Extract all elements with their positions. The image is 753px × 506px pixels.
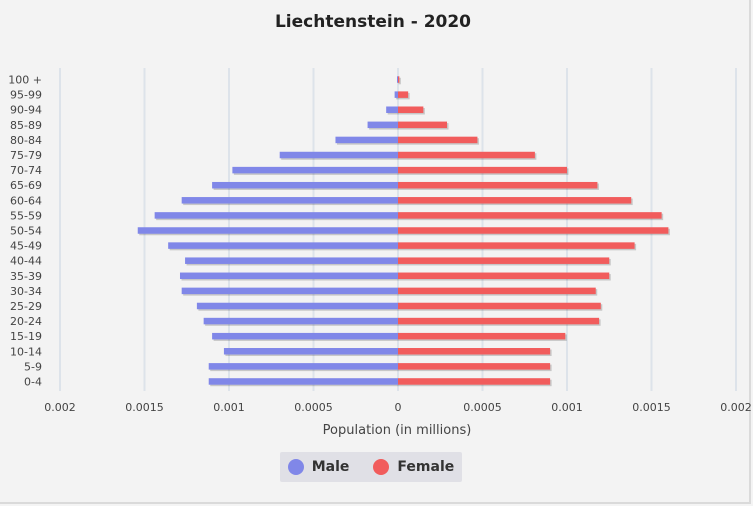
category-label: 90-94 bbox=[10, 104, 42, 117]
bar-male[interactable] bbox=[168, 242, 398, 249]
bar-female[interactable] bbox=[398, 166, 567, 174]
category-label: 5-9 bbox=[24, 360, 42, 373]
bar-male[interactable] bbox=[137, 227, 399, 234]
category-label: 0-4 bbox=[24, 375, 42, 388]
bar-male[interactable] bbox=[181, 287, 398, 295]
category-label: 15-19 bbox=[10, 330, 42, 343]
bar-male[interactable] bbox=[232, 166, 398, 174]
x-tick-label: 0.001 bbox=[551, 401, 583, 414]
x-tick-label: 0 bbox=[395, 401, 402, 414]
category-label: 55-59 bbox=[10, 209, 42, 222]
x-tick-labels: 0.002 0.0015 0.001 0.0005 0 0.0005 0.001 0.0015… bbox=[44, 401, 752, 414]
bar-male[interactable] bbox=[386, 106, 398, 113]
x-tick-label: 0.0005 bbox=[294, 401, 333, 414]
bar-male[interactable] bbox=[279, 151, 398, 159]
category-label: 100 + bbox=[8, 74, 42, 87]
bar-male[interactable] bbox=[196, 302, 398, 310]
category-label: 70-74 bbox=[10, 164, 42, 177]
legend-item-female[interactable]: Female bbox=[373, 459, 454, 475]
bar-male[interactable] bbox=[179, 272, 398, 280]
legend-male-label: Male bbox=[311, 459, 350, 475]
x-tick-label: 0.0015 bbox=[632, 401, 671, 414]
category-label: 60-64 bbox=[10, 194, 42, 207]
bar-male[interactable] bbox=[367, 121, 398, 129]
bar-female[interactable] bbox=[398, 212, 662, 219]
category-label: 20-24 bbox=[10, 315, 42, 328]
legend-female-marker bbox=[373, 459, 390, 475]
category-label: 95-99 bbox=[10, 89, 42, 102]
bars bbox=[137, 76, 670, 387]
bar-female[interactable] bbox=[398, 332, 566, 340]
x-axis-label: Population (in millions) bbox=[323, 423, 472, 438]
bar-female[interactable] bbox=[398, 106, 424, 113]
x-tick-label: 0.0005 bbox=[463, 401, 502, 414]
chart-title: Liechtenstein - 2020 bbox=[275, 12, 471, 32]
bar-male[interactable] bbox=[223, 348, 398, 355]
category-label: 35-39 bbox=[10, 270, 42, 283]
category-label: 65-69 bbox=[10, 179, 42, 192]
bar-female[interactable] bbox=[398, 181, 598, 189]
category-label: 75-79 bbox=[10, 149, 42, 162]
bar-female[interactable] bbox=[398, 242, 635, 249]
bar-female[interactable] bbox=[398, 348, 551, 355]
category-label: 30-34 bbox=[10, 285, 42, 298]
bar-female[interactable] bbox=[398, 76, 400, 83]
bar-female[interactable] bbox=[398, 287, 596, 295]
category-label: 80-84 bbox=[10, 134, 42, 147]
bar-male[interactable] bbox=[181, 197, 398, 204]
category-label: 45-49 bbox=[10, 240, 42, 253]
legend-female-label: Female bbox=[397, 459, 455, 475]
bar-male[interactable] bbox=[154, 212, 398, 219]
bar-female[interactable] bbox=[398, 136, 478, 144]
legend: Male Female bbox=[280, 452, 462, 482]
legend-male-marker bbox=[287, 459, 304, 475]
bar-male[interactable] bbox=[203, 317, 398, 325]
bar-male[interactable] bbox=[212, 332, 398, 340]
bar-female[interactable] bbox=[398, 302, 601, 310]
bar-male[interactable] bbox=[212, 181, 398, 189]
category-label: 40-44 bbox=[10, 255, 42, 268]
bar-female[interactable] bbox=[398, 91, 409, 98]
x-tick-label: 0.002 bbox=[44, 401, 76, 414]
bar-female[interactable] bbox=[398, 378, 551, 385]
bar-female[interactable] bbox=[398, 363, 551, 370]
bar-male[interactable] bbox=[208, 363, 398, 370]
bar-female[interactable] bbox=[398, 121, 448, 129]
category-label: 50-54 bbox=[10, 225, 42, 238]
category-label: 25-29 bbox=[10, 300, 42, 313]
bar-female[interactable] bbox=[398, 257, 610, 264]
bar-shadow bbox=[399, 77, 401, 85]
bar-female[interactable] bbox=[398, 227, 669, 234]
bar-female[interactable] bbox=[398, 151, 535, 159]
bar-male[interactable] bbox=[397, 76, 398, 83]
bar-male[interactable] bbox=[394, 91, 398, 98]
legend-item-male[interactable]: Male bbox=[287, 459, 350, 475]
x-tick-label: 0.002 bbox=[720, 401, 752, 414]
category-labels: 100 + 95-99 90-94 85-89 80-84 75-79 70-74 65-69… bbox=[8, 74, 42, 389]
category-label: 85-89 bbox=[10, 119, 42, 132]
x-tick-label: 0.001 bbox=[213, 401, 245, 414]
bar-female[interactable] bbox=[398, 197, 632, 204]
bar-female[interactable] bbox=[398, 272, 610, 280]
x-tick-label: 0.0015 bbox=[125, 401, 164, 414]
bar-male[interactable] bbox=[185, 257, 398, 264]
bar-female[interactable] bbox=[398, 317, 600, 325]
category-label: 10-14 bbox=[10, 345, 42, 358]
bar-male[interactable] bbox=[208, 378, 398, 385]
bar-male[interactable] bbox=[335, 136, 398, 144]
